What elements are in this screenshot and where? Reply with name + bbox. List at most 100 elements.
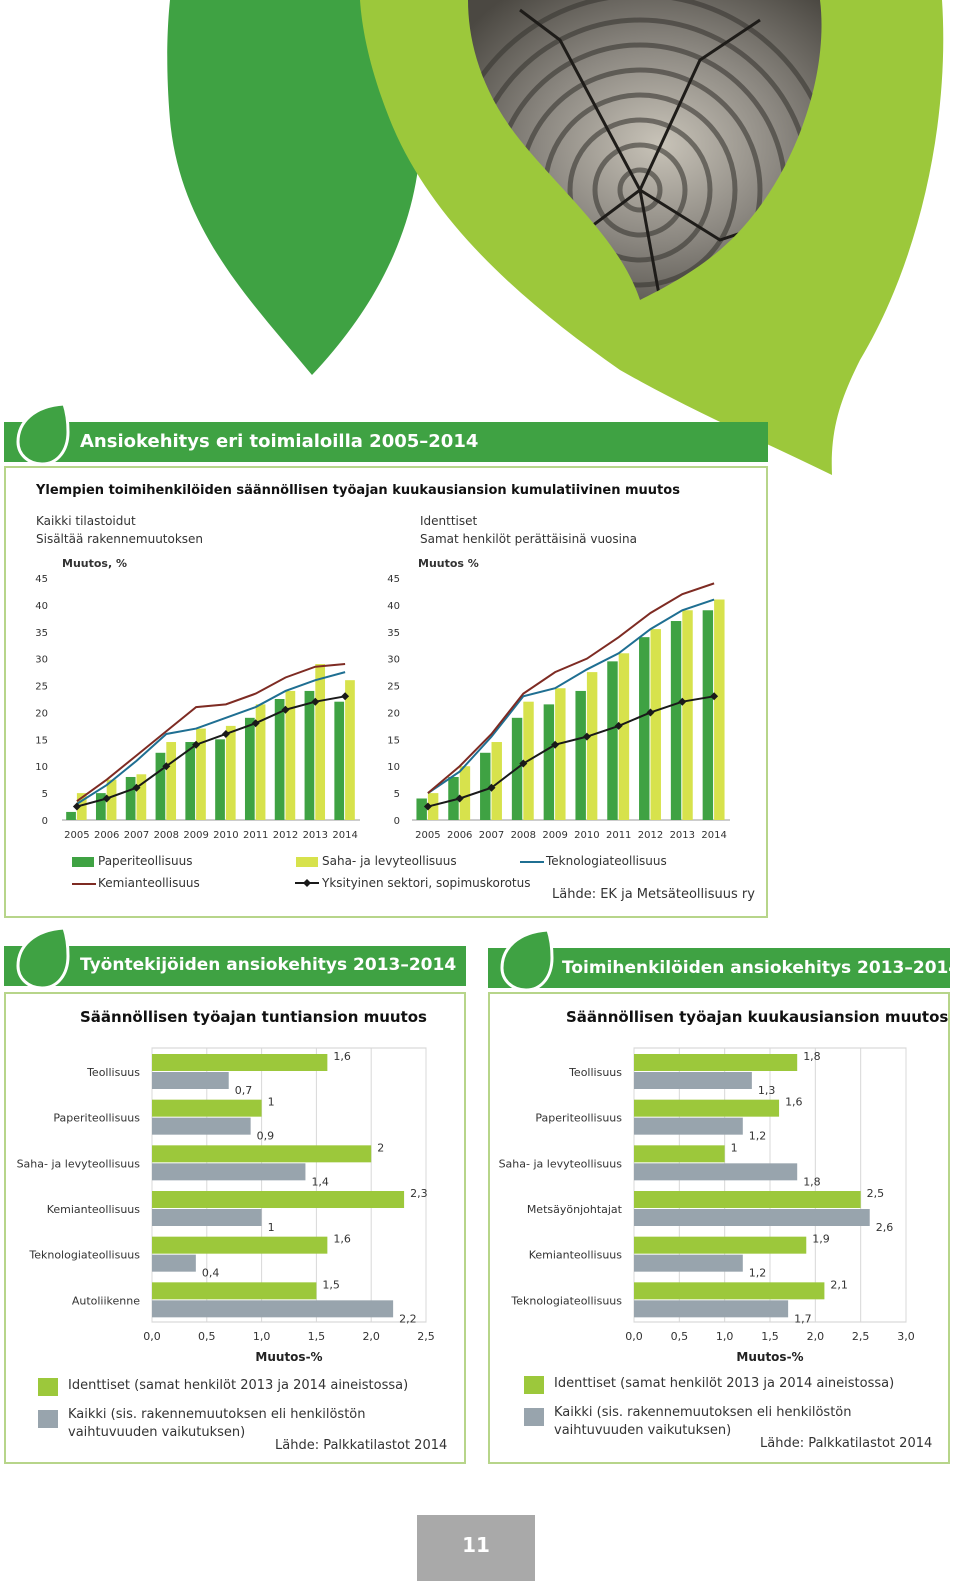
workers-swatch-all bbox=[38, 1410, 58, 1428]
x-tick-label: 0,0 bbox=[143, 1330, 161, 1343]
bar-all bbox=[152, 1209, 262, 1226]
data-label: 2,1 bbox=[830, 1278, 848, 1291]
bar-saw bbox=[459, 766, 471, 820]
line-marker bbox=[192, 740, 201, 749]
bar-all bbox=[152, 1254, 196, 1272]
category-label: Teknologiateollisuus bbox=[510, 1294, 622, 1307]
data-label: 1,6 bbox=[333, 1050, 351, 1063]
data-label: 1,3 bbox=[758, 1084, 776, 1097]
x-tick-label: 2013 bbox=[303, 830, 328, 841]
bar-paper bbox=[543, 704, 555, 820]
bar-saw bbox=[555, 688, 566, 820]
right-note-2: Samat henkilöt perättäisinä vuosina bbox=[420, 532, 637, 546]
top-source: Lähde: EK ja Metsäteollisuus ry bbox=[552, 887, 755, 902]
workers-swatch-identical bbox=[38, 1378, 58, 1396]
leaf-icon-officials bbox=[500, 928, 554, 992]
x-tick-label: 1,0 bbox=[253, 1330, 271, 1343]
workers-legend-all-label: Kaikki (sis. rakennemuutoksen eli henkil… bbox=[68, 1407, 366, 1440]
bar-identical bbox=[152, 1282, 317, 1300]
bar-all bbox=[152, 1072, 229, 1089]
data-label: 2,5 bbox=[867, 1187, 885, 1200]
bar-paper bbox=[155, 752, 166, 820]
bar-identical bbox=[634, 1191, 861, 1208]
bar-all bbox=[634, 1300, 789, 1318]
officials-source: Lähde: Palkkatilastot 2014 bbox=[760, 1436, 933, 1451]
line-marker bbox=[582, 732, 591, 741]
y-tick-label: 25 bbox=[387, 682, 400, 693]
category-label: Kemianteollisuus bbox=[47, 1203, 141, 1216]
bar-paper bbox=[480, 752, 491, 820]
series-line bbox=[427, 695, 715, 808]
bar-paper bbox=[448, 776, 459, 820]
x-tick-label: 2007 bbox=[479, 830, 504, 841]
line-marker bbox=[423, 802, 432, 811]
x-tick-label: 1,5 bbox=[308, 1330, 326, 1343]
workers-source: Lähde: Palkkatilastot 2014 bbox=[275, 1438, 448, 1453]
x-tick-label: 2006 bbox=[94, 830, 119, 841]
chart-cumulative-all: 0 5 10 15 20 25 30 35 40 45 2005 2006 2007 2008 2009 20… bbox=[35, 574, 360, 841]
x-tick-label: 2,0 bbox=[362, 1330, 380, 1343]
data-label: 0,4 bbox=[202, 1267, 220, 1280]
bar-saw bbox=[714, 599, 725, 820]
y-tick-label: 0 bbox=[394, 816, 400, 827]
data-label: 1,5 bbox=[322, 1278, 340, 1291]
leaf-icon-workers bbox=[16, 926, 70, 990]
bar-paper bbox=[244, 717, 255, 820]
category-label: Metsäyönjohtajat bbox=[527, 1203, 623, 1216]
bar-all bbox=[634, 1117, 743, 1135]
x-tick-label: 2013 bbox=[670, 830, 695, 841]
x-tick-label: 2014 bbox=[332, 830, 357, 841]
bar-identical bbox=[634, 1145, 725, 1163]
bar-saw bbox=[196, 728, 206, 820]
x-tick-label: 2012 bbox=[273, 830, 298, 841]
data-label: 1,6 bbox=[333, 1233, 351, 1246]
workers-banner-title: Työntekijöiden ansiokehitys 2013–2014 bbox=[80, 955, 457, 975]
data-label: 0,7 bbox=[235, 1084, 253, 1097]
x-tick-label: 2010 bbox=[213, 830, 238, 841]
chart-workers-hbar: 0,0 0,5 1,0 1,5 2,0 2,5 Muutos-% Teollisuus 1,6 0… bbox=[17, 1047, 435, 1364]
legend-line-chem bbox=[72, 883, 96, 885]
bar-paper bbox=[274, 699, 285, 820]
bar-saw bbox=[682, 610, 693, 820]
y-tick-label: 20 bbox=[35, 708, 48, 719]
bar-all bbox=[634, 1209, 870, 1226]
officials-banner-title: Toimihenkilöiden ansiokehitys 2013–2014 bbox=[562, 958, 960, 978]
bar-paper bbox=[639, 637, 650, 820]
line-marker bbox=[678, 697, 687, 706]
y-tick-label: 45 bbox=[387, 574, 400, 585]
line-marker bbox=[487, 783, 496, 792]
series-line bbox=[427, 582, 715, 794]
series-line bbox=[76, 671, 346, 805]
x-tick-label: 2007 bbox=[124, 830, 149, 841]
bar-identical bbox=[634, 1282, 825, 1300]
bar-saw bbox=[106, 779, 117, 820]
category-label: Teollisuus bbox=[568, 1066, 622, 1079]
y-tick-label: 0 bbox=[42, 816, 48, 827]
x-tick-label: 2,0 bbox=[807, 1330, 825, 1343]
legend-label-paper: Paperiteollisuus bbox=[98, 854, 193, 868]
bar-saw bbox=[427, 793, 439, 820]
bar-identical bbox=[634, 1099, 780, 1117]
workers-chart-title: Säännöllisen työajan tuntiansion muutos bbox=[80, 1008, 427, 1026]
workers-banner bbox=[4, 946, 466, 986]
legend-line-tech bbox=[520, 861, 544, 863]
data-label: 1,7 bbox=[794, 1312, 812, 1325]
bar-paper bbox=[215, 739, 225, 820]
bar-saw bbox=[136, 774, 147, 820]
bar-identical bbox=[152, 1236, 328, 1254]
x-tick-label: 2009 bbox=[183, 830, 208, 841]
x-tick-label: 2012 bbox=[638, 830, 663, 841]
legend-line-private bbox=[295, 879, 319, 887]
bar-saw bbox=[255, 704, 266, 820]
y-tick-label: 5 bbox=[394, 789, 400, 800]
dark-green-leaf bbox=[167, 0, 422, 375]
line-marker bbox=[614, 721, 623, 730]
x-tick-label: 2005 bbox=[415, 830, 440, 841]
bar-all bbox=[152, 1300, 394, 1318]
x-axis-title: Muutos-% bbox=[255, 1350, 322, 1364]
line-marker bbox=[455, 794, 464, 803]
bar-saw bbox=[166, 742, 177, 820]
y-tick-label: 40 bbox=[35, 601, 48, 612]
bar-saw bbox=[76, 793, 87, 820]
data-label: 1,2 bbox=[749, 1267, 767, 1280]
